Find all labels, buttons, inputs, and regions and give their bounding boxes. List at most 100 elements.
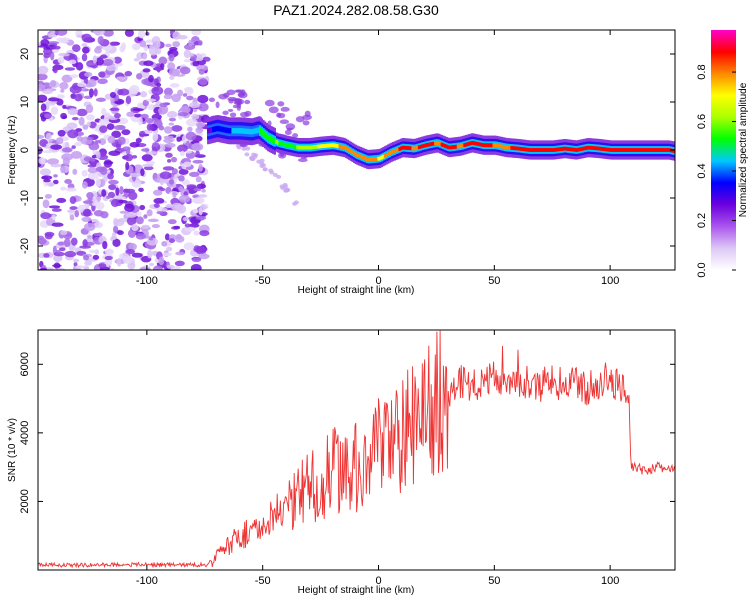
noise-blob (103, 30, 114, 37)
ridge-cell (534, 148, 538, 152)
ridge-cell (513, 146, 516, 151)
noise-blob (44, 194, 52, 199)
noise-blob (38, 146, 42, 151)
noise-blob (185, 150, 193, 154)
noise-blob (81, 181, 88, 189)
ridge-cell (430, 142, 434, 146)
ridge-cell (468, 141, 471, 146)
ridge-cell (497, 143, 500, 148)
noise-blob (56, 37, 67, 42)
ridge-cell (314, 145, 317, 149)
ridge-cell (609, 147, 612, 152)
noise-blob (185, 118, 198, 127)
noise-blob (183, 161, 192, 168)
noise-blob (95, 178, 101, 187)
branch-blob (241, 146, 247, 151)
noise-blob (124, 70, 133, 77)
noise-blob (52, 264, 62, 268)
ridge-cell (633, 148, 636, 152)
scatter-blob (229, 112, 237, 118)
noise-blob (42, 199, 50, 209)
noise-blob (168, 117, 177, 122)
noise-blob (111, 130, 122, 139)
y-axis-label: Frequency (Hz) (7, 116, 18, 185)
ridge-cell (591, 146, 594, 150)
noise-blob (142, 99, 149, 107)
ridge-cell (670, 148, 674, 153)
ridge-cell (495, 143, 499, 148)
noise-blob (201, 188, 206, 193)
noise-blob (53, 174, 58, 178)
ridge-cell (635, 148, 638, 152)
noise-blob (177, 144, 188, 153)
x-axis-label: Height of straight line (km) (298, 285, 415, 296)
noise-blob (112, 238, 121, 247)
ridge-cell (422, 143, 426, 148)
ridge-cell (247, 128, 251, 135)
ridge-cell (419, 144, 422, 149)
ridge-cell (520, 146, 523, 151)
noise-blob (143, 166, 154, 171)
noise-blob (195, 216, 207, 221)
colorbar-label: Normalized spectral amplitude (738, 82, 749, 217)
ridge-cell (364, 156, 367, 161)
noise-blob (163, 87, 173, 96)
noise-blob (187, 126, 193, 132)
colorbar-tick-label: 0.6 (696, 114, 708, 129)
noise-blob (191, 113, 200, 120)
noise-blob (75, 62, 84, 71)
ridge-cell (541, 148, 544, 152)
ridge-cell (503, 145, 507, 150)
noise-blob (148, 74, 154, 83)
ridge-cell (369, 157, 372, 162)
noise-blob (142, 68, 151, 73)
noise-blob (43, 179, 51, 183)
ridge-cell (515, 146, 518, 151)
scatter-blob (277, 101, 285, 107)
noise-blob (83, 209, 91, 217)
noise-blob (69, 196, 77, 205)
noise-blob (93, 221, 104, 229)
noise-blob (59, 82, 69, 90)
noise-blob (87, 172, 99, 180)
ridge-cell (550, 148, 554, 152)
noise-blob (182, 216, 190, 222)
ridge-cell (549, 148, 552, 152)
ridge-cell (489, 143, 492, 148)
noise-blob (142, 52, 148, 60)
ridge-cell (490, 143, 494, 148)
noise-blob (178, 169, 189, 175)
noise-blob (152, 132, 159, 142)
noise-blob (55, 267, 66, 270)
noise-blob (75, 128, 83, 132)
noise-blob (119, 253, 130, 260)
scatter-blob (236, 89, 244, 93)
noise-blob (191, 257, 202, 263)
ridge-cell (589, 145, 593, 150)
ridge-cell (216, 125, 220, 132)
scatter-blob (280, 106, 290, 112)
ridge-cell (218, 126, 221, 132)
x-tick-label-2: -100 (136, 575, 158, 587)
ridge-cell (618, 148, 622, 152)
ridge-cell (398, 147, 401, 151)
noise-blob (95, 57, 104, 66)
noise-blob (166, 246, 173, 252)
ridge-cell (380, 155, 383, 160)
noise-blob (142, 163, 154, 167)
ridge-cell (648, 148, 651, 152)
ridge-cell (581, 146, 585, 151)
noise-blob (60, 230, 68, 236)
noise-blob (159, 102, 168, 108)
ridge-cell (476, 141, 479, 146)
noise-blob (188, 223, 200, 228)
noise-blob (113, 225, 119, 234)
ridge-cell (630, 148, 633, 152)
ridge-cell (297, 145, 301, 150)
noise-blob (195, 57, 204, 61)
noise-blob (168, 234, 177, 240)
scatter-blob (268, 106, 279, 114)
noise-blob (199, 230, 210, 237)
noise-blob (95, 150, 101, 160)
noise-blob (51, 222, 64, 227)
